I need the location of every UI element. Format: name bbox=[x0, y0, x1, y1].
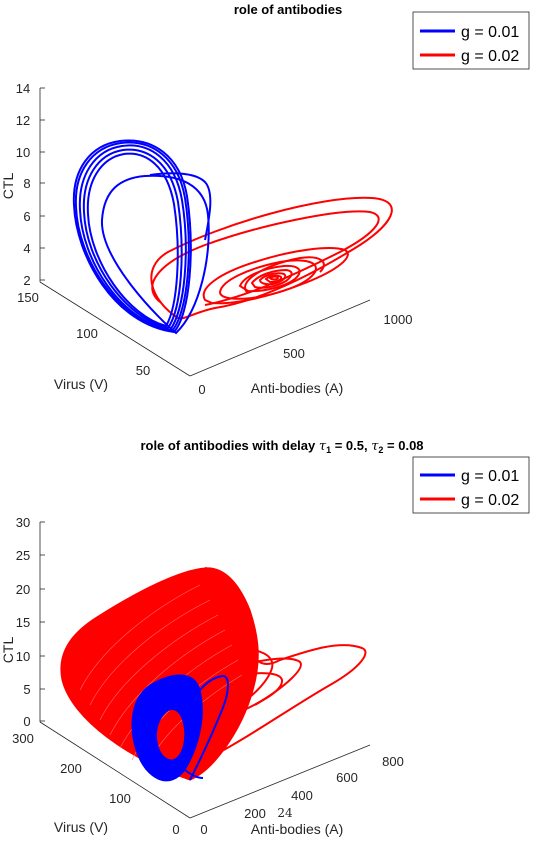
y-tick-label: 0 bbox=[172, 822, 179, 837]
z-tick-label: 8 bbox=[23, 176, 30, 191]
x-tick-label: 0 bbox=[198, 382, 205, 397]
legend-entry-g001: g = 0.01 bbox=[461, 24, 519, 41]
plot-bottom-x-axis bbox=[189, 744, 371, 819]
y-tick-label: 50 bbox=[136, 363, 150, 378]
plot-top-y-ticks: 150 100 50 bbox=[17, 290, 150, 378]
z-tick-label: 30 bbox=[16, 515, 30, 530]
plot-bottom: role of antibodies with delay τ1 = 0.5, … bbox=[0, 438, 530, 837]
z-tick-label: 4 bbox=[23, 241, 30, 256]
x-tick-label: 0 bbox=[200, 822, 207, 837]
plot-bottom-x-ticks: 0 200 400 600 800 bbox=[200, 754, 403, 837]
z-tick-label: 12 bbox=[16, 113, 30, 128]
z-tick-label: 14 bbox=[16, 81, 30, 96]
plot-top-series-blue bbox=[72, 139, 212, 335]
y-tick-label: 100 bbox=[109, 791, 131, 806]
plot-top-x-ticks: 0 500 1000 bbox=[198, 312, 412, 397]
z-tick-label: 25 bbox=[16, 548, 30, 563]
legend-entry-g002: g = 0.02 bbox=[461, 492, 519, 509]
z-tick-label: 5 bbox=[23, 682, 30, 697]
z-tick-label: 0 bbox=[23, 714, 30, 729]
legend-entry-g002: g = 0.02 bbox=[461, 48, 519, 65]
plot-top-title: role of antibodies bbox=[234, 2, 342, 17]
plot-bottom-z-label: CTL bbox=[0, 637, 16, 664]
x-tick-label: 600 bbox=[336, 770, 358, 785]
y-tick-label: 150 bbox=[17, 290, 39, 305]
plot-bottom-z-ticks: 30 25 20 15 10 5 0 bbox=[16, 515, 45, 729]
legend-entry-g001: g = 0.01 bbox=[461, 468, 519, 485]
z-tick-label: 6 bbox=[23, 209, 30, 224]
z-tick-label: 2 bbox=[23, 273, 30, 288]
plot-bottom-y-label: Virus (V) bbox=[54, 819, 108, 835]
plot-top-y-axis bbox=[39, 281, 191, 377]
x-tick-label: 800 bbox=[382, 754, 404, 769]
plot-top-legend: g = 0.01 g = 0.02 bbox=[412, 11, 530, 70]
x-tick-label: 1000 bbox=[384, 312, 413, 327]
plot-bottom-x-label: Anti-bodies (A) bbox=[251, 821, 344, 837]
plot-top-z-ticks: 14 12 10 8 6 4 2 bbox=[16, 81, 45, 288]
plot-top-x-label: Anti-bodies (A) bbox=[251, 380, 344, 396]
z-tick-label: 20 bbox=[16, 582, 30, 597]
plot-bottom-y-axis bbox=[39, 721, 191, 819]
x-tick-label: 200 bbox=[244, 806, 266, 821]
y-tick-label: 200 bbox=[60, 761, 82, 776]
plot-top: role of antibodies 14 12 10 8 6 4 2 CTL … bbox=[0, 2, 530, 397]
x-tick-label: 400 bbox=[291, 788, 313, 803]
z-tick-label: 15 bbox=[16, 615, 30, 630]
plot-top-z-label: CTL bbox=[0, 173, 16, 200]
plot-top-series-red bbox=[150, 196, 393, 320]
x-tick-label: 500 bbox=[283, 346, 305, 361]
y-tick-label: 100 bbox=[76, 326, 98, 341]
plot-bottom-title: role of antibodies with delay τ1 = 0.5, … bbox=[140, 438, 423, 455]
z-tick-label: 10 bbox=[16, 649, 30, 664]
plot-bottom-series-blue bbox=[131, 674, 229, 782]
plot-top-x-axis bbox=[189, 299, 371, 377]
plot-bottom-series-red bbox=[60, 567, 367, 781]
stray-label: 24 bbox=[277, 806, 293, 820]
plot-bottom-legend: g = 0.01 g = 0.02 bbox=[412, 456, 530, 514]
y-tick-label: 300 bbox=[12, 731, 34, 746]
z-tick-label: 10 bbox=[16, 145, 30, 160]
plot-top-y-label: Virus (V) bbox=[54, 376, 108, 392]
plot-bottom-y-ticks: 300 200 100 0 bbox=[12, 731, 179, 837]
